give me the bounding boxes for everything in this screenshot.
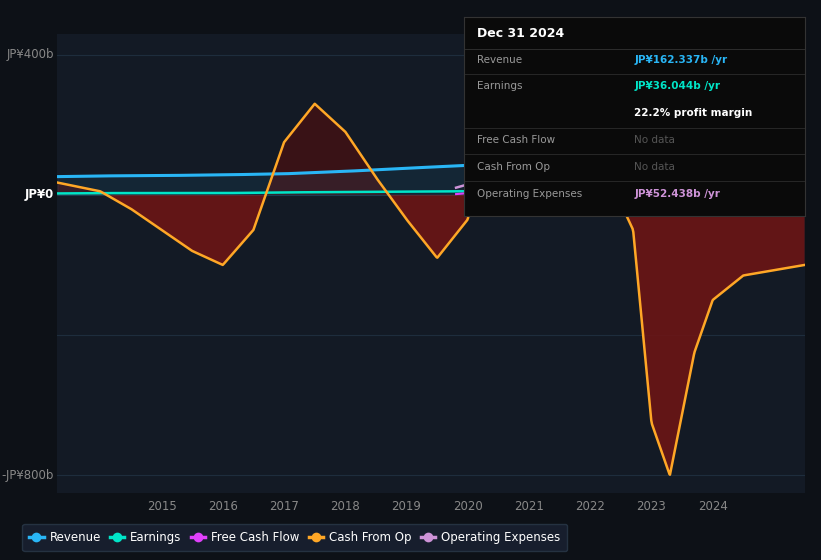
Text: Revenue: Revenue <box>478 54 523 64</box>
Text: 22.2% profit margin: 22.2% profit margin <box>635 108 753 118</box>
Legend: Revenue, Earnings, Free Cash Flow, Cash From Op, Operating Expenses: Revenue, Earnings, Free Cash Flow, Cash … <box>22 524 567 551</box>
Text: Dec 31 2024: Dec 31 2024 <box>478 27 565 40</box>
Text: JP¥36.044b /yr: JP¥36.044b /yr <box>635 81 720 91</box>
Text: Operating Expenses: Operating Expenses <box>478 189 583 199</box>
Text: Cash From Op: Cash From Op <box>478 162 551 172</box>
Text: No data: No data <box>635 135 675 145</box>
Text: -JP¥800b: -JP¥800b <box>2 469 53 482</box>
Text: JP¥52.438b /yr: JP¥52.438b /yr <box>635 189 720 199</box>
Text: Free Cash Flow: Free Cash Flow <box>478 135 556 145</box>
Text: JP¥400b: JP¥400b <box>7 48 53 61</box>
Text: No data: No data <box>635 162 675 172</box>
Text: JP¥162.337b /yr: JP¥162.337b /yr <box>635 54 727 64</box>
Text: JP¥0: JP¥0 <box>25 188 53 202</box>
Text: Earnings: Earnings <box>478 81 523 91</box>
